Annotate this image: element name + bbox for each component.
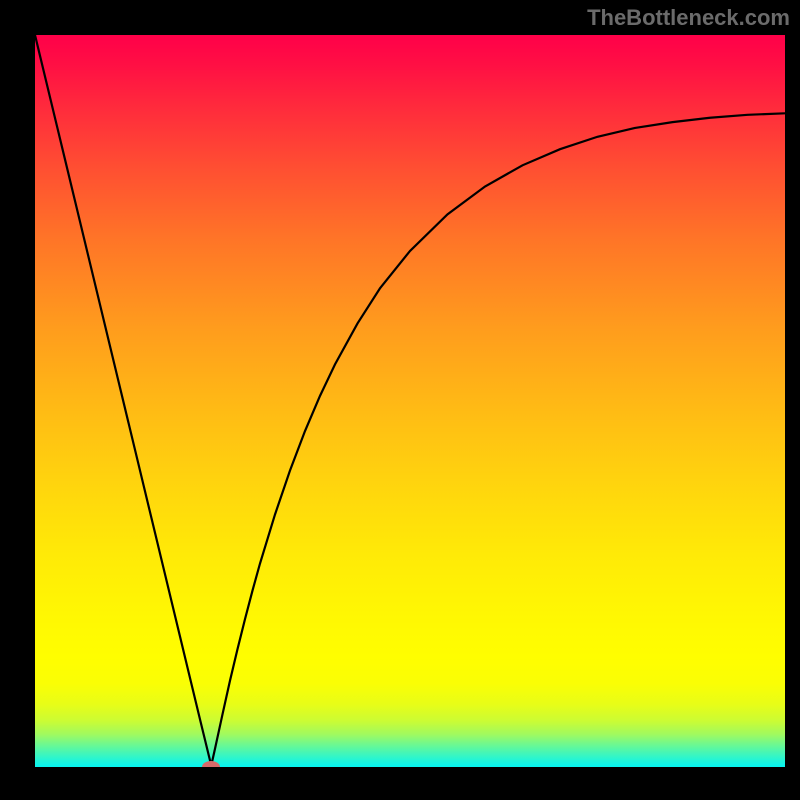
chart-svg-overlay bbox=[35, 35, 785, 767]
chart-plot-area bbox=[35, 35, 785, 767]
watermark-text: TheBottleneck.com bbox=[587, 5, 790, 31]
gradient-background bbox=[35, 35, 785, 767]
minimum-point-marker bbox=[202, 761, 220, 767]
